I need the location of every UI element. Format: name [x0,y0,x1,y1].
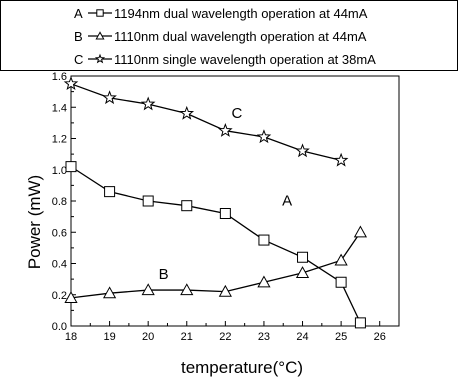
series-layer: A B C [63,76,368,329]
data-point-triangle [257,275,271,288]
y-axis-label: Power (mW) [25,175,44,269]
x-axis-label: temperature(°C) [181,358,303,377]
legend: A 1194nm dual wavelength operation at 44m… [74,6,376,67]
curve-label: A [282,193,292,210]
series-B: B [64,225,368,303]
legend-letter: A [74,6,83,21]
x-tick-label: 19 [103,331,115,343]
data-point-square [354,317,366,329]
legend-marker-square [96,9,104,17]
y-tick-label: 1.2 [52,134,67,146]
data-point-triangle [180,283,194,296]
x-tick-label: 24 [296,331,308,343]
x-tick-label: 23 [258,331,270,343]
y-tick-label: 1.4 [52,102,67,114]
x-tick-label: 26 [374,331,386,343]
legend-letter: C [74,52,83,67]
series-A: A [65,161,366,329]
legend-entry: 1110nm single wavelength operation at 38… [114,52,376,67]
legend-entry: 1110nm dual wavelength operation at 44mA [114,29,367,44]
y-tick-label: 0.6 [52,227,67,239]
data-point-star [218,123,233,137]
data-point-square [219,208,231,219]
legend-marker-star [94,53,106,64]
data-point-square [142,195,154,207]
y-tick-label: 0.2 [52,290,67,302]
data-point-triangle [141,283,155,296]
data-point-square [297,251,309,263]
y-tick-label: 0.0 [52,321,67,333]
data-point-square [181,200,193,212]
data-point-star [102,90,117,105]
x-tick-label: 22 [219,331,231,343]
x-tick-label: 18 [65,331,77,343]
data-point-square [104,186,116,198]
data-point-triangle [64,291,78,303]
curve-label: C [232,105,243,122]
data-point-star [295,143,310,158]
axes: 18 19 20 21 22 23 24 25 26 0.0 0.2 0.4 0.6 0.8 1.0 1.2 1… [52,71,400,343]
legend-box [0,0,458,71]
data-point-star [333,152,349,167]
x-tick-label: 25 [335,331,347,343]
data-point-star [256,129,272,144]
data-point-star [140,96,156,111]
y-tick-label: 0.4 [52,259,67,271]
legend-letter: B [74,29,83,44]
legend-entry: 1194nm dual wavelength operation at 44mA [114,6,368,21]
curve-label: B [159,266,169,283]
legend-marker-triangle [95,31,105,40]
data-point-square [258,234,270,246]
series-line [70,231,361,299]
data-point-star [179,105,195,120]
series-C: C [63,76,349,167]
x-tick-label: 21 [181,331,193,343]
data-point-triangle [102,286,117,299]
data-point-square [335,276,347,288]
data-point-triangle [295,266,310,278]
y-tick-label: 1.0 [52,165,67,177]
data-point-triangle [353,225,368,238]
data-point-triangle [218,284,232,297]
data-point-star [63,76,79,91]
data-point-triangle [334,253,348,266]
y-tick-label: 1.6 [52,71,67,83]
data-point-square [65,161,77,173]
x-tick-label: 20 [142,331,154,343]
y-tick-label: 0.8 [52,196,67,208]
